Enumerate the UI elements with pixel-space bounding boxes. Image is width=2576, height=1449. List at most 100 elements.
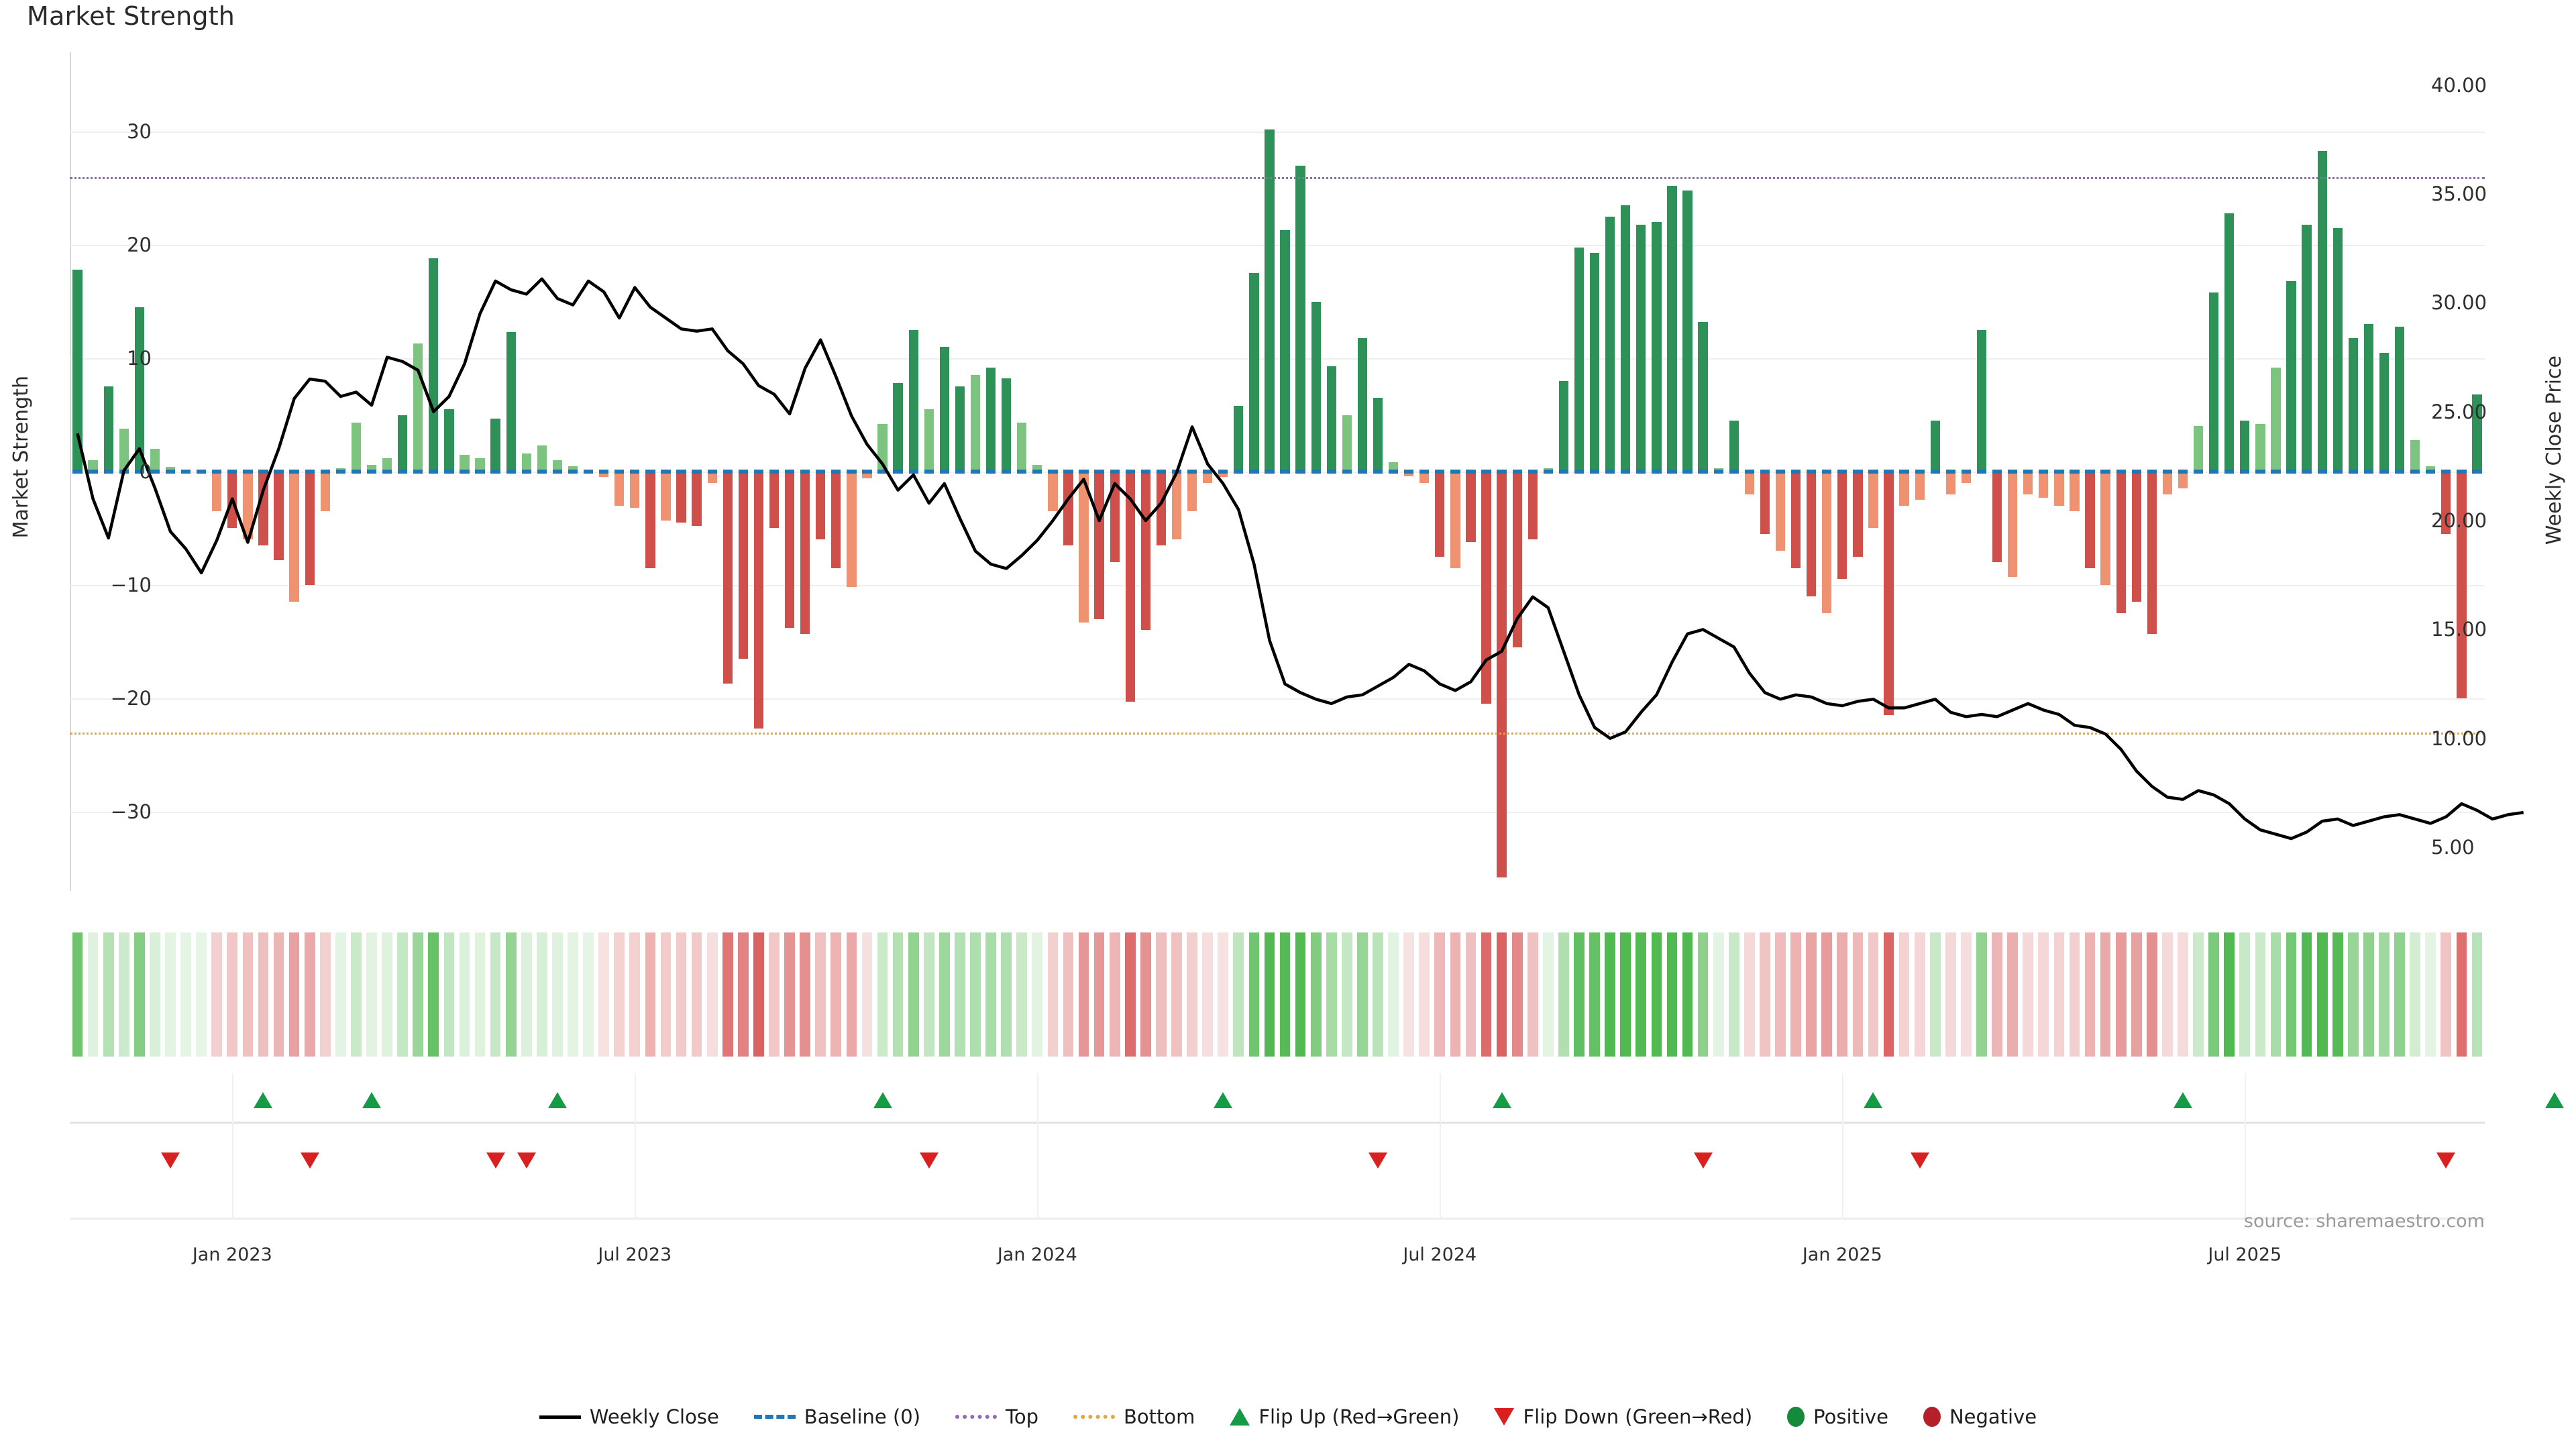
strength-bar — [753, 472, 764, 729]
heatmap-cell — [1682, 932, 1693, 1057]
heatmap-cell — [1666, 932, 1678, 1057]
heatmap-cell — [196, 932, 207, 1057]
heatmap-cell — [1976, 932, 1987, 1057]
heatmap-cell — [1465, 932, 1477, 1057]
baseline-dash — [1822, 470, 1832, 474]
legend-label: Flip Up (Red→Green) — [1258, 1405, 1460, 1428]
baseline-dash — [2317, 470, 2327, 474]
baseline-dash — [1884, 470, 1894, 474]
heatmap-cell — [1914, 932, 1925, 1057]
baseline-dash — [893, 470, 903, 474]
baseline-dash — [1868, 470, 1878, 474]
baseline-dash — [552, 470, 563, 474]
baseline-dash — [88, 470, 98, 474]
strength-bar — [2363, 324, 2374, 472]
heatmap-cell — [459, 932, 470, 1057]
legend-item[interactable]: Positive — [1787, 1405, 1888, 1428]
baseline-dash — [816, 470, 826, 474]
baseline-dash — [955, 470, 965, 474]
heatmap-cell — [1898, 932, 1910, 1057]
heatmap-cell — [2456, 932, 2467, 1057]
flip-up-marker-icon — [547, 1092, 567, 1108]
baseline-dash — [1404, 470, 1414, 474]
heatmap-cell — [288, 932, 300, 1057]
legend-label: Positive — [1813, 1405, 1888, 1428]
gridline — [70, 472, 2485, 473]
strength-bar — [1311, 301, 1321, 472]
strength-bar — [274, 472, 284, 560]
strength-bar — [490, 418, 500, 472]
heatmap-cell — [923, 932, 934, 1057]
strength-bar — [1125, 472, 1135, 702]
baseline-dash — [537, 470, 547, 474]
strength-bar — [924, 409, 934, 472]
gridline — [70, 358, 2485, 360]
heatmap-cell — [521, 932, 532, 1057]
baseline-dash — [2457, 470, 2467, 474]
baseline-dash — [521, 470, 531, 474]
strength-bar — [1760, 472, 1770, 534]
baseline-dash — [134, 470, 144, 474]
baseline-dash — [1326, 470, 1336, 474]
legend-item[interactable]: Negative — [1923, 1405, 2037, 1428]
baseline-dash — [1760, 470, 1770, 474]
heatmap-cell — [1032, 932, 1043, 1057]
heatmap-cell — [738, 932, 749, 1057]
strength-bar — [460, 454, 470, 472]
baseline-dash — [1017, 470, 1027, 474]
heatmap-cell — [815, 932, 826, 1057]
x-tick-label: Jul 2025 — [2208, 1244, 2282, 1265]
baseline-dash — [722, 470, 733, 474]
baseline-dash — [320, 470, 330, 474]
left-tick-label: 20 — [127, 233, 152, 257]
baseline-dash — [413, 470, 423, 474]
strength-bar — [707, 472, 717, 483]
baseline-dash — [939, 470, 949, 474]
baseline-dash — [1125, 470, 1135, 474]
legend-item[interactable]: Weekly Close — [539, 1405, 719, 1428]
right-tick-label: 15.00 — [2431, 618, 2487, 641]
baseline-dash — [583, 470, 594, 474]
heatmap-cell — [1511, 932, 1523, 1057]
baseline-dash — [1187, 470, 1197, 474]
strength-bar — [1048, 472, 1058, 512]
legend-item[interactable]: Flip Down (Green→Red) — [1494, 1405, 1752, 1428]
heatmap-cell — [691, 932, 702, 1057]
right-tick-label: 25.00 — [2431, 400, 2487, 423]
heatmap-cell — [1635, 932, 1647, 1057]
strength-bar — [1171, 472, 1182, 540]
strength-bar — [1032, 464, 1042, 472]
baseline-dash — [1094, 470, 1104, 474]
baseline-dash — [568, 470, 578, 474]
strength-bar — [1450, 472, 1460, 568]
strength-bar — [1435, 472, 1445, 557]
baseline-dash — [2410, 470, 2420, 474]
heatmap-cell — [335, 932, 346, 1057]
heatmap-cell — [443, 932, 455, 1057]
baseline-dash — [1790, 470, 1801, 474]
baseline-dash — [1667, 470, 1677, 474]
heatmap-cell — [800, 932, 810, 1057]
baseline-dash — [784, 470, 795, 474]
legend-dotted-line-icon — [1073, 1415, 1115, 1419]
heatmap-cell — [1481, 932, 1492, 1057]
heatmap-cell — [413, 932, 424, 1057]
strength-bar — [1094, 472, 1104, 619]
strength-bar — [1218, 472, 1228, 478]
legend-item[interactable]: Bottom — [1073, 1405, 1195, 1428]
legend-item[interactable]: Top — [955, 1405, 1038, 1428]
baseline-dash — [2255, 470, 2265, 474]
left-tick-label: 10 — [127, 347, 152, 370]
gridline — [70, 698, 2485, 700]
heatmap-cell — [706, 932, 718, 1057]
baseline-dash — [1002, 470, 1012, 474]
heatmap-cell — [1047, 932, 1059, 1057]
strength-bar — [1342, 415, 1352, 472]
strength-bar — [1574, 247, 1585, 472]
legend-item[interactable]: Baseline (0) — [753, 1405, 920, 1428]
strength-bar — [1790, 472, 1801, 568]
heatmap-cell — [676, 932, 687, 1057]
heatmap-cell — [2301, 932, 2312, 1057]
legend-item[interactable]: Flip Up (Red→Green) — [1230, 1405, 1459, 1428]
flip-up-marker-icon — [1864, 1092, 1883, 1108]
